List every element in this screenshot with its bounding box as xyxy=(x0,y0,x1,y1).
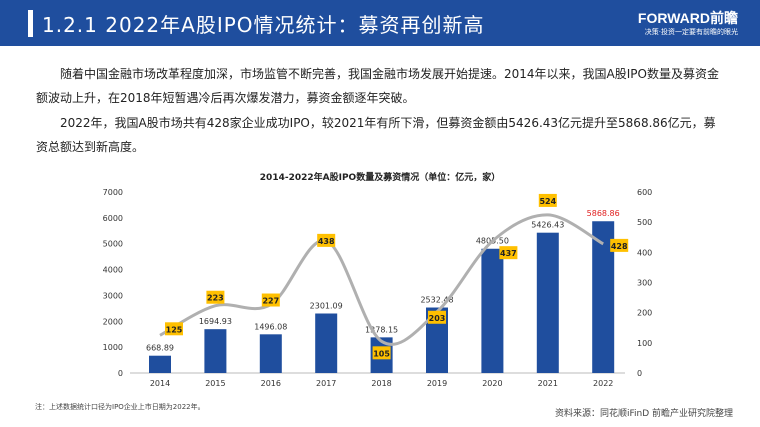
slogan: 决策·投资一定要有前瞻的眼光 xyxy=(644,28,738,36)
bar-data-label: 1694.93 xyxy=(199,317,232,326)
y-left-tick-label: 7000 xyxy=(103,188,123,197)
source: 资料来源：同花顺iFinD 前瞻产业研究院整理 xyxy=(554,409,733,419)
x-tick-label: 2021 xyxy=(538,379,558,388)
paragraph: 随着中国金融市场改革程度加深，市场监管不断完善，我国金融市场发展开始提速。201… xyxy=(36,67,719,105)
count-label-box xyxy=(165,322,183,336)
count-data-label: 524 xyxy=(539,197,556,206)
paragraph: 2022年，我国A股市场共有428家企业成功IPO，较2021年有所下滑，但募资… xyxy=(36,116,716,154)
bar xyxy=(315,313,338,373)
count-label-box xyxy=(428,310,446,324)
y-left-tick-label: 1000 xyxy=(103,343,123,352)
bar-data-label: 5426.43 xyxy=(531,221,564,230)
y-left-tick-label: 5000 xyxy=(103,240,123,249)
bar xyxy=(481,248,504,373)
count-label-box xyxy=(261,293,280,307)
y-left-tick-label: 6000 xyxy=(103,214,123,223)
bar xyxy=(259,334,282,373)
count-data-label: 227 xyxy=(262,297,279,306)
count-label-box xyxy=(206,290,225,304)
count-label-box xyxy=(610,238,629,252)
bar xyxy=(149,355,171,373)
bar-data-label: 5868.86 xyxy=(587,209,620,218)
bar-data-label: 1378.15 xyxy=(365,325,398,334)
bar xyxy=(592,221,615,373)
title-accent xyxy=(28,10,33,37)
chart-title: 2014-2022年A股IPO数量及募资情况（单位：亿元，家） xyxy=(260,171,500,183)
header: 1.2.1 2022年A股IPO情况统计：募资再创新高 FORWARD前瞻 决策… xyxy=(0,0,760,46)
x-tick-label: 2015 xyxy=(205,379,225,388)
footnote: 注：上述数据统计口径为IPO企业上市日期为2022年。 xyxy=(35,403,205,411)
y-left-tick-label: 0 xyxy=(118,369,123,378)
count-data-label: 223 xyxy=(207,294,224,303)
count-data-label: 203 xyxy=(429,314,446,323)
count-label-box xyxy=(372,346,391,360)
count-label-box xyxy=(317,233,336,247)
bar-data-label: 2532.48 xyxy=(420,296,453,305)
x-tick-label: 2016 xyxy=(261,379,281,388)
count-data-label: 437 xyxy=(500,249,517,258)
x-tick-label: 2022 xyxy=(593,379,613,388)
y-right-tick-label: 200 xyxy=(637,309,652,318)
y-left-tick-label: 3000 xyxy=(103,291,123,300)
y-left-tick-label: 2000 xyxy=(103,317,123,326)
chart: 2014-2022年A股IPO数量及募资情况（单位：亿元，家） 01000200… xyxy=(103,171,653,388)
y-right-tick-label: 500 xyxy=(637,218,652,227)
y-left-tick-label: 4000 xyxy=(103,266,123,275)
count-data-label: 125 xyxy=(166,325,183,334)
y-right-tick-label: 600 xyxy=(637,188,652,197)
y-right-tick-label: 100 xyxy=(637,339,652,348)
x-tick-label: 2018 xyxy=(371,379,391,388)
bar-data-label: 1496.08 xyxy=(254,322,287,331)
logo: FORWARD前瞻 xyxy=(637,10,738,26)
bar-data-label: 668.89 xyxy=(146,344,174,353)
count-data-label: 105 xyxy=(373,349,390,358)
count-label-box xyxy=(499,246,518,260)
y-right-tick-label: 0 xyxy=(637,369,642,378)
count-data-label: 428 xyxy=(611,242,628,251)
x-tick-label: 2014 xyxy=(150,379,170,388)
bar-data-label: 2301.09 xyxy=(310,302,343,311)
count-label-box xyxy=(538,193,557,207)
page-title: 1.2.1 2022年A股IPO情况统计：募资再创新高 xyxy=(42,13,485,37)
x-tick-label: 2019 xyxy=(427,379,447,388)
bar xyxy=(426,307,448,373)
count-line xyxy=(159,213,604,346)
y-right-tick-label: 400 xyxy=(637,248,652,257)
bar xyxy=(204,329,227,373)
bar xyxy=(536,232,559,373)
y-right-tick-label: 300 xyxy=(637,279,652,288)
x-tick-label: 2017 xyxy=(316,379,336,388)
count-data-label: 438 xyxy=(318,237,335,246)
x-tick-label: 2020 xyxy=(482,379,502,388)
